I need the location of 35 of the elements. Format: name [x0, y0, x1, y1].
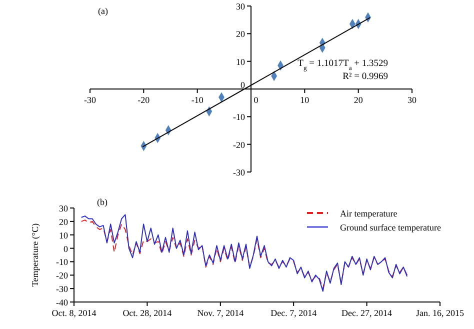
y-tick-label: 30	[59, 204, 68, 214]
x-tick-label: -30	[84, 95, 96, 105]
chart-title: (b)	[97, 197, 108, 207]
chart-title: (a)	[98, 6, 108, 16]
x-tick-label: 20	[354, 95, 364, 105]
y-axis-title: Temperature (°C)	[30, 223, 40, 287]
y-tick-label: -10	[56, 257, 68, 268]
x-tick-label: 30	[408, 95, 417, 105]
legend-label: Air temperature	[340, 208, 398, 218]
y-tick-label: -30	[233, 168, 246, 178]
x-tick-label: -10	[191, 95, 204, 105]
y-tick-label: 0	[240, 80, 246, 90]
x-tick-label: Oct. 28, 2014	[122, 308, 172, 318]
y-tick-label: -10	[233, 112, 246, 122]
x-tick-label: Jan. 16, 2015	[416, 308, 464, 318]
annotation: R² = 0.9969	[342, 72, 388, 82]
x-tick-label: Dec. 7, 2014	[270, 308, 318, 318]
x-tick-label: Dec. 27, 2014	[342, 308, 393, 318]
y-tick-label: 20	[59, 216, 68, 227]
y-tick-label: -20	[233, 140, 246, 150]
y-tick-label: -30	[56, 284, 68, 294]
y-tick-label: 30	[236, 2, 246, 12]
x-tick-label: 10	[300, 95, 310, 105]
y-tick-label: 10	[59, 230, 68, 240]
x-tick-label: Nov. 7, 2014	[197, 308, 244, 318]
y-tick-label: 0	[64, 244, 68, 254]
y-tick-label: -40	[56, 298, 68, 308]
x-tick-label: -20	[138, 95, 150, 105]
y-tick-label: 20	[236, 29, 246, 40]
legend-label: Ground surface temperature	[340, 222, 441, 232]
y-tick-label: 10	[236, 56, 246, 67]
y-tick-label: -20	[56, 270, 68, 281]
x-tick-label: Oct. 8, 2014	[52, 308, 97, 318]
annotation: T$_{g}$ = 1.1017T$_{a}$ + 1.3529	[298, 59, 388, 72]
x-tick-label: 0	[254, 95, 259, 105]
